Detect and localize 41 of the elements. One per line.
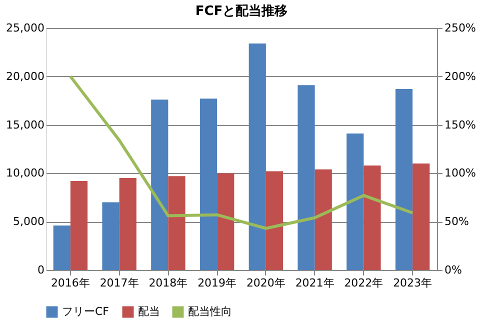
bar	[412, 164, 430, 270]
bar	[314, 169, 332, 270]
y2-tick-label: 0%	[444, 264, 462, 276]
legend-label: 配当性向	[188, 305, 232, 318]
y2-tick-label: 250%	[444, 22, 476, 34]
y-tick-label: 15,000	[6, 118, 44, 132]
bar	[70, 180, 88, 270]
y2-tick-label: 100%	[444, 166, 476, 180]
bar	[266, 171, 284, 270]
bar	[151, 100, 168, 270]
y2-tick-label: 50%	[444, 215, 469, 228]
x-tick-label: 2016年	[50, 276, 90, 290]
bar	[200, 98, 218, 270]
line-series	[68, 74, 414, 230]
x-tick-label: 2023年	[393, 276, 432, 290]
bar	[364, 165, 381, 270]
x-tick-label: 2021年	[295, 276, 334, 290]
x-tick-label: 2020年	[246, 276, 286, 290]
legend-label: フリーCF	[62, 305, 110, 318]
bar	[248, 43, 266, 270]
bar	[53, 225, 70, 270]
chart-title: FCFと配当推移	[195, 4, 288, 19]
bar	[102, 202, 120, 270]
x-tick-label: 2022年	[344, 276, 384, 290]
legend-label: 配当	[138, 305, 160, 318]
x-tick-label: 2019年	[198, 276, 237, 290]
y-tick-label: 20,000	[6, 70, 44, 83]
y2-tick-label: 200%	[444, 70, 476, 83]
x-tick-label: 2017年	[100, 276, 139, 290]
bar	[395, 88, 413, 270]
bar	[119, 178, 136, 270]
x-tick-label: 2018年	[148, 276, 188, 290]
y2-tick-label: 150%	[444, 118, 476, 132]
bar	[298, 85, 315, 270]
y-tick-label: 0	[38, 264, 44, 276]
bar	[168, 176, 186, 270]
y-tick-label: 5,000	[13, 215, 44, 228]
bar	[217, 173, 234, 270]
y-tick-label: 10,000	[6, 166, 44, 180]
bar	[346, 134, 364, 270]
y-tick-label: 25,000	[6, 22, 44, 34]
